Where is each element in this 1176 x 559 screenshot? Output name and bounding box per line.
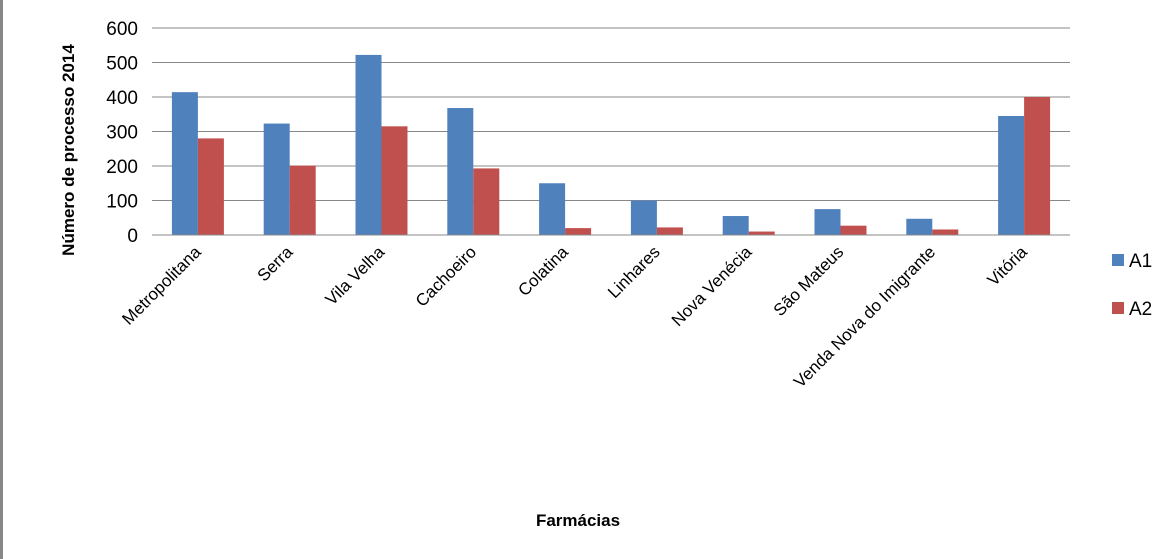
bar-a1-3	[447, 108, 474, 235]
x-tick-label: Metropolitana	[118, 242, 205, 329]
legend: A1 A2	[1112, 251, 1152, 320]
bar-a2-0	[197, 138, 224, 235]
x-tick-label: Cachoeiro	[412, 242, 480, 310]
y-tick-label: 100	[106, 192, 138, 213]
y-tick-label: 300	[106, 123, 138, 144]
y-axis-ticks: 0 100 200 300 400 500 600	[106, 19, 138, 247]
bars	[171, 54, 1051, 235]
x-axis-title: Farmácias	[536, 511, 620, 530]
bar-a1-0	[171, 92, 198, 235]
bar-a1-5	[630, 200, 657, 235]
bar-a2-2	[381, 126, 408, 235]
x-tick-label: Nova Venécia	[668, 242, 756, 330]
legend-label-a1: A1	[1129, 251, 1152, 272]
x-tick-label: Colatina	[514, 242, 572, 300]
y-tick-label: 0	[127, 226, 138, 247]
bar-a1-2	[355, 54, 382, 235]
legend-label-a2: A2	[1129, 299, 1152, 320]
y-tick-label: 200	[106, 157, 138, 178]
bar-a1-1	[263, 123, 290, 235]
x-axis-tick-labels: Metropolitana Serra Vila Velha Cachoeiro Col…	[118, 242, 1031, 391]
bar-a1-9	[998, 115, 1025, 235]
bar-a2-3	[473, 168, 500, 235]
x-tick-label: Linhares	[604, 242, 664, 302]
bar-a1-4	[539, 183, 566, 235]
y-tick-label: 400	[106, 88, 138, 109]
bar-a1-6	[722, 216, 749, 235]
legend-swatch-a2	[1112, 302, 1124, 314]
bar-a2-4	[565, 228, 592, 235]
x-tick-label: Serra	[254, 242, 297, 285]
gridlines	[152, 27, 1070, 201]
bar-a2-8	[932, 229, 959, 235]
legend-swatch-a1	[1112, 254, 1124, 266]
frame-left-border	[0, 0, 3, 559]
x-tick-label: Vitória	[984, 242, 1032, 290]
y-axis-title: Número de processo 2014	[59, 44, 78, 256]
bar-a2-1	[289, 165, 316, 235]
y-tick-label: 600	[106, 19, 138, 40]
bar-a2-9	[1024, 97, 1051, 235]
x-tick-label: São Mateus	[770, 242, 848, 320]
bar-a1-8	[906, 218, 933, 235]
bar-a2-5	[656, 227, 683, 235]
bar-a2-6	[748, 231, 775, 235]
x-tick-label: Vila Velha	[322, 242, 389, 309]
bar-a2-7	[840, 225, 867, 235]
bar-a1-7	[814, 209, 841, 235]
y-tick-label: 500	[106, 54, 138, 75]
